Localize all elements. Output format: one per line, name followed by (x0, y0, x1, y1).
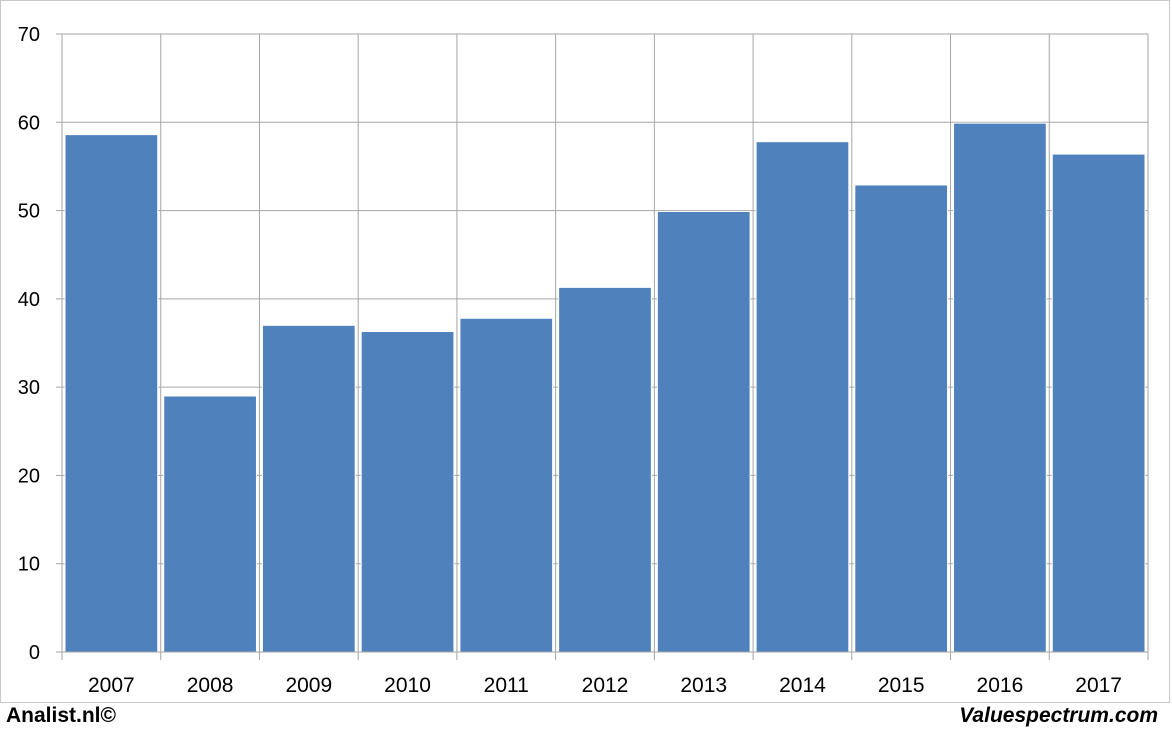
bar-2013 (656, 210, 751, 653)
bar-chart: 0 10 20 30 40 50 60 70 2007 2008 2009 2010 2011 2012 2… (18, 24, 1149, 697)
y-tick-label: 30 (18, 377, 40, 399)
bar-2015 (854, 184, 949, 653)
y-tick-label: 40 (18, 289, 40, 311)
bar-2011 (459, 317, 554, 653)
bar-2008 (163, 395, 257, 653)
bar-2017 (1051, 153, 1146, 653)
x-tick-label: 2012 (582, 674, 629, 697)
bar-2009 (261, 324, 356, 653)
x-tick-label: 2015 (878, 674, 925, 697)
bar-2016 (953, 122, 1047, 653)
x-tick-label: 2017 (1075, 674, 1122, 697)
y-tick-label: 0 (29, 642, 40, 664)
bar-2007 (64, 134, 159, 653)
x-tick-label: 2011 (484, 674, 529, 697)
y-tick-label: 60 (18, 112, 40, 134)
x-tick-label: 2008 (187, 674, 234, 697)
x-tick-label: 2016 (977, 674, 1024, 697)
y-tick-label: 20 (18, 465, 40, 487)
bar-2012 (558, 286, 652, 653)
footer-right-credit: Valuespectrum.com (959, 704, 1158, 727)
bar-2010 (360, 331, 455, 653)
chart-frame (0, 0, 1170, 703)
x-tick-label: 2010 (384, 674, 431, 697)
x-tick-label: 2009 (285, 674, 332, 697)
x-tick-label: 2007 (88, 674, 135, 697)
y-tick-label: 50 (18, 201, 40, 223)
y-tick-label: 70 (18, 24, 40, 46)
x-tick-label: 2014 (779, 674, 826, 697)
y-tick-label: 10 (18, 554, 40, 576)
x-tick-label: 2013 (680, 674, 727, 697)
footer-left-credit: Analist.nl© (6, 704, 116, 727)
bar-2014 (755, 141, 850, 653)
